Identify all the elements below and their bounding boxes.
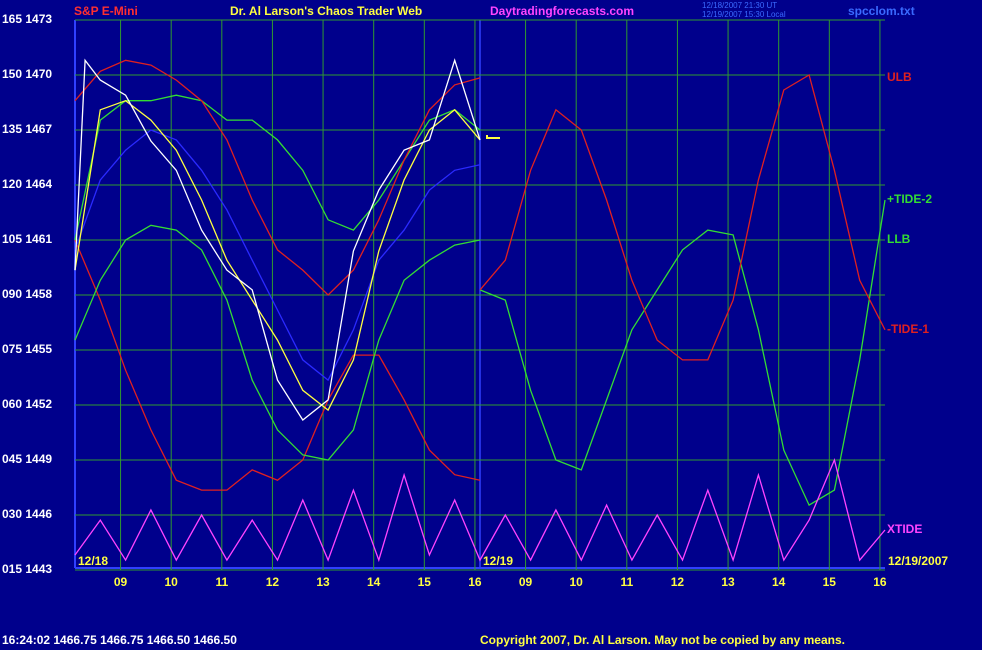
y-tick-label: 030 1446 bbox=[2, 507, 52, 521]
date-label: 12/19 bbox=[483, 554, 513, 568]
x-tick-label: 16 bbox=[873, 575, 887, 589]
series-line bbox=[74, 224, 481, 461]
x-tick-label: 14 bbox=[367, 575, 381, 589]
y-tick-label: 120 1464 bbox=[2, 177, 52, 191]
stamp: 12/19/2007 15:30 Local bbox=[702, 10, 786, 19]
date-label: 12/18 bbox=[78, 554, 108, 568]
x-tick-label: 09 bbox=[114, 575, 128, 589]
site: Daytradingforecasts.com bbox=[490, 4, 634, 18]
series-line bbox=[74, 59, 481, 296]
series-line bbox=[479, 74, 886, 361]
series-line bbox=[74, 239, 481, 491]
y-tick-label: 165 1473 bbox=[2, 12, 52, 26]
x-tick-label: 14 bbox=[772, 575, 786, 589]
y-tick-label: 150 1470 bbox=[2, 67, 52, 81]
series-label: ULB bbox=[887, 70, 912, 84]
y-tick-label: 105 1461 bbox=[2, 232, 52, 246]
series-label: +TIDE-2 bbox=[887, 192, 932, 206]
series-line bbox=[74, 58, 481, 421]
x-tick-label: 12 bbox=[266, 575, 280, 589]
y-tick-label: 015 1443 bbox=[2, 562, 52, 576]
marker bbox=[486, 135, 500, 139]
y-tick-label: 135 1467 bbox=[2, 122, 52, 136]
x-tick-label: 10 bbox=[570, 575, 584, 589]
y-tick-label: 060 1452 bbox=[2, 397, 52, 411]
date-label: 12/19/2007 bbox=[888, 554, 948, 568]
x-tick-label: 16 bbox=[468, 575, 482, 589]
symbol: S&P E-Mini bbox=[74, 4, 138, 18]
x-tick-label: 11 bbox=[620, 575, 633, 589]
title: Dr. Al Larson's Chaos Trader Web bbox=[230, 4, 422, 18]
x-tick-label: 09 bbox=[519, 575, 533, 589]
quote: 16:24:02 1466.75 1466.75 1466.50 1466.50 bbox=[2, 633, 237, 647]
series-line bbox=[74, 129, 481, 382]
x-tick-label: 11 bbox=[215, 575, 228, 589]
series-line bbox=[74, 457, 886, 563]
stamp: 12/18/2007 21:30 UT bbox=[702, 1, 777, 10]
x-tick-label: 13 bbox=[316, 575, 330, 589]
series-label: XTIDE bbox=[887, 522, 922, 536]
file: spcclom.txt bbox=[848, 4, 915, 18]
series-label: -TIDE-1 bbox=[887, 322, 929, 336]
x-tick-label: 13 bbox=[721, 575, 735, 589]
series-label: LLB bbox=[887, 232, 911, 246]
y-tick-label: 045 1449 bbox=[2, 452, 52, 466]
x-tick-label: 10 bbox=[165, 575, 179, 589]
x-tick-label: 15 bbox=[418, 575, 432, 589]
x-tick-label: 12 bbox=[671, 575, 685, 589]
y-tick-label: 090 1458 bbox=[2, 287, 52, 301]
x-tick-label: 15 bbox=[823, 575, 837, 589]
series-line bbox=[74, 99, 481, 412]
copyright: Copyright 2007, Dr. Al Larson. May not b… bbox=[480, 633, 845, 647]
y-tick-label: 075 1455 bbox=[2, 342, 52, 356]
